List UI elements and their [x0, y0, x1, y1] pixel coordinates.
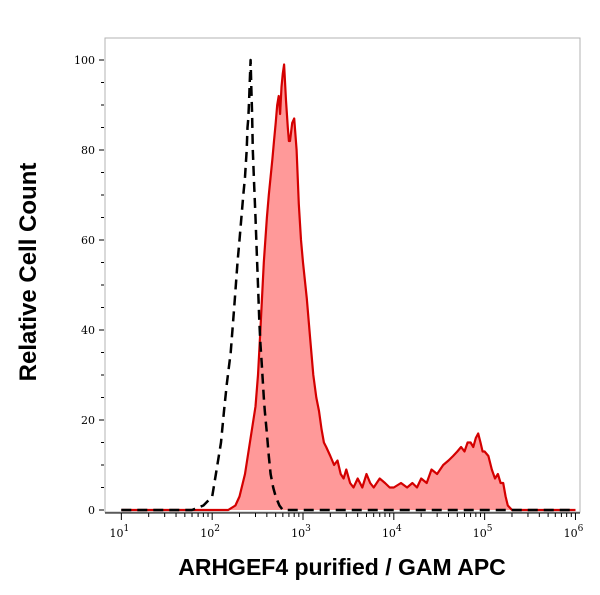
y-tick-label: 60	[81, 234, 95, 247]
x-tick-label: 106	[564, 524, 584, 540]
y-tick-label: 20	[81, 414, 95, 427]
x-axis: 101 102 103 104 105 106	[105, 512, 584, 540]
x-tick-label: 101	[109, 524, 129, 540]
y-tick-label: 0	[88, 504, 95, 517]
x-tick-label: 102	[200, 524, 220, 540]
series-layer	[121, 58, 576, 512]
x-tick-label: 103	[291, 524, 311, 540]
y-axis-title: Relative Cell Count	[15, 163, 42, 382]
x-tick-label: 105	[473, 524, 493, 540]
control-histogram-dashed	[121, 58, 576, 512]
plot-frame	[104, 37, 581, 513]
y-tick-label: 100	[74, 54, 95, 67]
x-axis-title: ARHGEF4 purified / GAM APC	[178, 554, 506, 580]
x-tick-label: 104	[382, 524, 402, 540]
y-axis: 0 20 40 60 80 100	[74, 54, 104, 517]
filled-histogram-outline	[121, 63, 576, 512]
filled-histogram-area	[121, 64, 576, 510]
y-tick-label: 40	[81, 324, 95, 337]
y-tick-label: 80	[81, 144, 95, 157]
